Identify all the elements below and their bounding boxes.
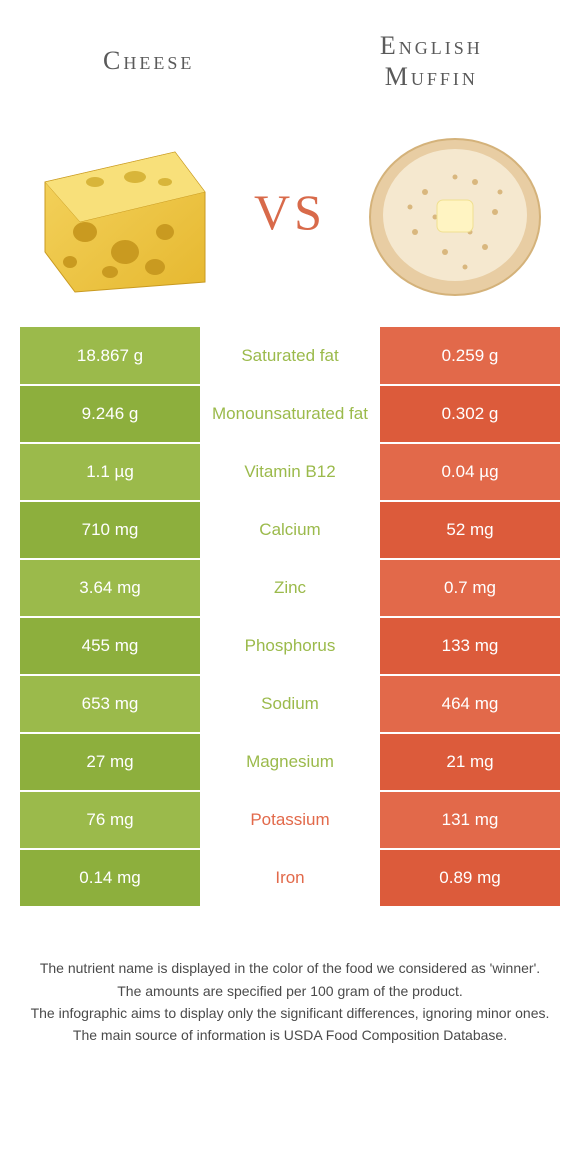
nutrient-name: Iron xyxy=(200,849,380,907)
table-row: 9.246 gMonounsaturated fat0.302 g xyxy=(20,385,560,443)
muffin-image xyxy=(355,122,555,302)
right-value: 0.04 µg xyxy=(380,443,560,501)
table-row: 27 mgMagnesium21 mg xyxy=(20,733,560,791)
left-food-title: Cheese xyxy=(40,46,257,76)
right-value: 0.89 mg xyxy=(380,849,560,907)
left-value: 455 mg xyxy=(20,617,200,675)
nutrient-name: Potassium xyxy=(200,791,380,849)
left-value: 3.64 mg xyxy=(20,559,200,617)
nutrient-name: Calcium xyxy=(200,501,380,559)
nutrient-name: Sodium xyxy=(200,675,380,733)
right-value: 0.7 mg xyxy=(380,559,560,617)
table-row: 710 mgCalcium52 mg xyxy=(20,501,560,559)
nutrient-name: Zinc xyxy=(200,559,380,617)
table-row: 653 mgSodium464 mg xyxy=(20,675,560,733)
left-value: 1.1 µg xyxy=(20,443,200,501)
right-value: 0.302 g xyxy=(380,385,560,443)
vs-label: VS xyxy=(254,183,326,241)
nutrient-table: 18.867 gSaturated fat0.259 g9.246 gMonou… xyxy=(20,327,560,908)
nutrient-name: Vitamin B12 xyxy=(200,443,380,501)
images-row: VS xyxy=(0,102,580,327)
table-row: 455 mgPhosphorus133 mg xyxy=(20,617,560,675)
table-row: 1.1 µgVitamin B120.04 µg xyxy=(20,443,560,501)
right-value: 464 mg xyxy=(380,675,560,733)
footnote-line: The infographic aims to display only the… xyxy=(30,1003,550,1023)
cheese-image xyxy=(25,122,225,302)
nutrient-name: Phosphorus xyxy=(200,617,380,675)
right-value: 21 mg xyxy=(380,733,560,791)
nutrient-name: Saturated fat xyxy=(200,327,380,385)
table-row: 3.64 mgZinc0.7 mg xyxy=(20,559,560,617)
left-value: 27 mg xyxy=(20,733,200,791)
right-value: 0.259 g xyxy=(380,327,560,385)
left-value: 0.14 mg xyxy=(20,849,200,907)
table-row: 0.14 mgIron0.89 mg xyxy=(20,849,560,907)
footnote-line: The nutrient name is displayed in the co… xyxy=(30,958,550,978)
right-value: 52 mg xyxy=(380,501,560,559)
footnote-line: The amounts are specified per 100 gram o… xyxy=(30,981,550,1001)
table-row: 18.867 gSaturated fat0.259 g xyxy=(20,327,560,385)
left-value: 653 mg xyxy=(20,675,200,733)
nutrient-name: Magnesium xyxy=(200,733,380,791)
left-value: 710 mg xyxy=(20,501,200,559)
left-value: 9.246 g xyxy=(20,385,200,443)
footnote-line: The main source of information is USDA F… xyxy=(30,1025,550,1045)
left-value: 18.867 g xyxy=(20,327,200,385)
nutrient-name: Monounsaturated fat xyxy=(200,385,380,443)
right-food-title: EnglishMuffin xyxy=(323,30,540,92)
right-value: 133 mg xyxy=(380,617,560,675)
right-value: 131 mg xyxy=(380,791,560,849)
table-row: 76 mgPotassium131 mg xyxy=(20,791,560,849)
footnotes: The nutrient name is displayed in the co… xyxy=(30,958,550,1045)
left-value: 76 mg xyxy=(20,791,200,849)
header: Cheese EnglishMuffin xyxy=(0,0,580,102)
